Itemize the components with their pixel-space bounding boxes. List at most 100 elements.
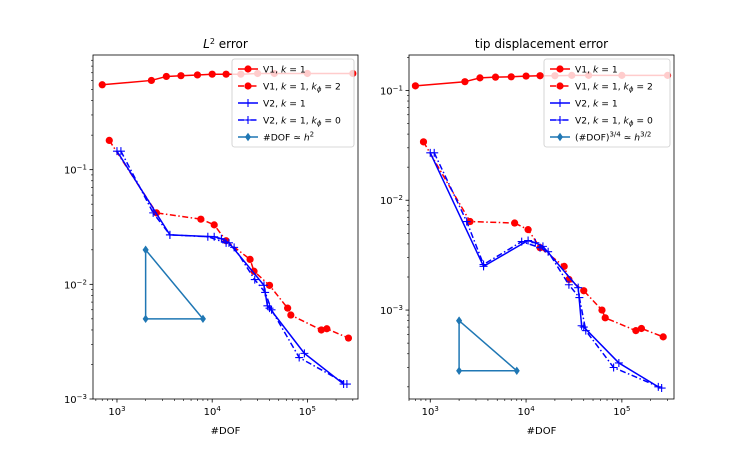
data-point [199,314,206,324]
legend-entry-label: V1, k = 1, kϕ = 2 [575,81,653,93]
data-point [411,82,420,90]
legend-label-part: V2, [575,98,593,109]
legend-label-part: k [281,115,287,126]
legend-entry-label: V2, k = 1 [575,98,618,109]
data-point [601,314,609,322]
left-subplot-title: L2 error [203,37,248,51]
legend-label-part: 3/2 [640,130,651,138]
data-point [461,78,469,86]
data-point [575,293,584,302]
data-point [491,73,500,81]
tick-base: 10 [380,86,393,97]
data-point [142,314,149,324]
legend-label-part: 3/4 [609,130,621,138]
legend-entry-label: #DOF ≃ h2 [263,130,314,143]
right-subplot-frame [408,54,675,400]
data-point [142,245,149,255]
data-point [246,255,254,263]
tick-exponent: 3 [121,405,125,413]
series-4 [430,148,666,393]
data-point [511,219,519,227]
data-point [287,311,295,319]
legend-entry-label: V1, k = 1 [575,64,618,75]
x-tick-label: 105 [613,405,630,418]
x-tick-label: 104 [517,405,535,418]
tick-exponent: 4 [530,405,535,413]
data-point [295,353,304,362]
legend-label-part: V2, [263,115,281,126]
data-point [564,280,573,289]
data-point [614,358,623,367]
legend-label-part: = 0 [322,115,342,126]
legend-label-part: ≃ [621,132,635,143]
data-point [250,267,258,275]
right-subplot-title: tip displacement error [475,37,608,51]
legend-entry-label: (#DOF)3/4 ≃ h3/2 [575,130,651,143]
data-point [598,306,606,314]
legend-entry-label: V2, k = 1, kϕ = 0 [263,115,341,127]
data-point [344,334,353,342]
tick-base: 10 [64,280,77,291]
legend-entry-label: V1, k = 1, kϕ = 2 [263,81,341,93]
legend-swatch-marker [556,82,564,90]
y-tick-label: 10−2 [64,278,87,291]
series-5 [142,245,206,324]
legend-label-part: ϕ [629,85,634,93]
legend-label-part: V1, [575,64,593,75]
legend-label-part: V2, [575,115,593,126]
legend-swatch-marker [244,82,252,90]
series-4 [116,147,351,389]
legend-swatch-marker [245,132,251,142]
data-point [536,243,545,252]
data-point [177,72,185,80]
legend-box [231,58,355,148]
data-point [513,366,520,375]
series-2 [105,136,353,342]
left-subplot-legend: V1, k = 1V1, k = 1, kϕ = 2V2, k = 1V2, k… [231,58,355,148]
data-point [342,380,351,389]
legend-label-part: V1, [263,64,281,75]
data-point [419,138,428,146]
legend-label-part: k [281,64,287,75]
data-point [579,323,588,332]
legend-swatch-marker [244,116,252,124]
legend-label-part: (#DOF) [575,132,609,143]
data-point [574,283,583,292]
x-tick-label: 103 [108,405,125,418]
legend-label-part: k [312,81,318,92]
y-tick-label: 10−3 [380,304,403,317]
tick-base: 10 [422,407,435,418]
data-point [203,232,212,241]
legend-label-part: k [624,115,630,126]
legend-label-part: ϕ [317,119,322,127]
data-point [544,247,553,256]
legend-swatch-marker [557,132,563,142]
data-point [210,221,218,229]
tick-exponent: 5 [626,405,630,413]
legend-label-part: k [593,64,599,75]
legend-label-part: V1, [575,81,593,92]
x-tick-label: 105 [299,405,316,418]
legend-label-part: = 2 [322,81,341,92]
legend-label-part: #DOF ≃ [263,132,304,143]
series-5 [456,316,520,375]
data-point [536,72,544,80]
data-point [116,147,125,156]
legend-label-part: = 1 [598,64,617,75]
right-subplot-xlabel: #DOF [527,426,557,437]
tick-base: 10 [64,166,77,177]
data-point [147,76,156,85]
legend-label-part: = 1, [598,115,623,126]
data-point [284,304,292,312]
data-point [250,275,259,284]
x-tick-label: 103 [422,405,439,418]
tick-base: 10 [108,407,121,418]
data-point [456,316,463,325]
tick-base: 10 [380,196,393,207]
data-point [524,226,532,234]
tick-exponent: 5 [312,405,316,413]
legend-label-part: V1, [263,81,281,92]
legend-label-part: = 1 [598,98,617,109]
